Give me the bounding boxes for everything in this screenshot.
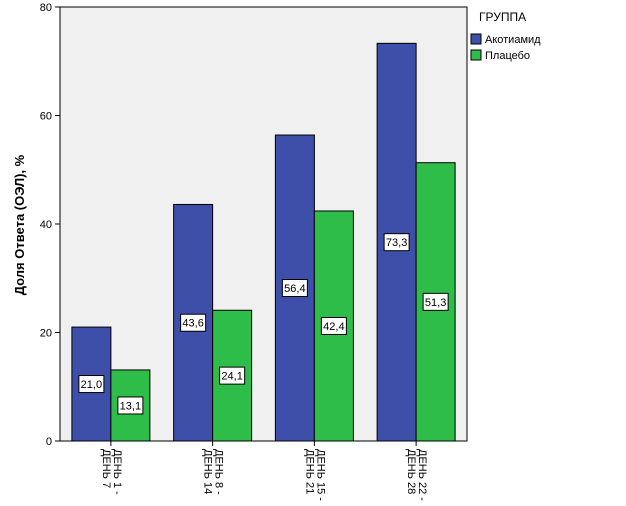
y-tick-label: 0 — [46, 436, 52, 448]
data-label: 56,4 — [284, 283, 305, 295]
data-label-box — [383, 233, 410, 252]
legend-swatch — [470, 49, 482, 61]
data-label: 42,4 — [323, 321, 344, 333]
legend-title: ГРУППА — [479, 10, 526, 24]
data-label-box — [281, 279, 308, 298]
y-tick-label: 60 — [40, 111, 52, 123]
data-label: 13,1 — [120, 400, 141, 412]
data-label: 51,3 — [425, 297, 446, 309]
data-label: 43,6 — [182, 318, 203, 330]
y-axis-title: Доля Ответа (ОЭЛ), % — [12, 154, 27, 295]
data-label: 73,3 — [386, 237, 407, 249]
data-label-box — [219, 366, 246, 385]
legend-swatch — [470, 33, 482, 45]
x-tick-label: ДЕНЬ 1 -ДЕНЬ 7 — [100, 449, 123, 495]
data-label: 24,1 — [221, 371, 242, 383]
data-label: 21,0 — [81, 379, 102, 391]
legend-label: Акотиамид — [485, 34, 541, 46]
data-label-box — [117, 396, 144, 415]
y-tick-label: 20 — [40, 328, 52, 340]
x-tick-label: ДЕНЬ 15 -ДЕНЬ 21 — [303, 449, 326, 501]
y-tick-label: 80 — [40, 2, 52, 14]
data-label-box — [78, 375, 105, 394]
legend-label: Плацебо — [485, 50, 530, 62]
x-tick-label: ДЕНЬ 22 -ДЕНЬ 28 — [405, 449, 428, 501]
data-label-box — [422, 292, 449, 311]
y-tick-label: 40 — [40, 219, 52, 231]
x-tick-label: ДЕНЬ 8 -ДЕНЬ 14 — [202, 449, 225, 495]
data-label-box — [320, 316, 347, 335]
data-label-box — [180, 313, 207, 332]
